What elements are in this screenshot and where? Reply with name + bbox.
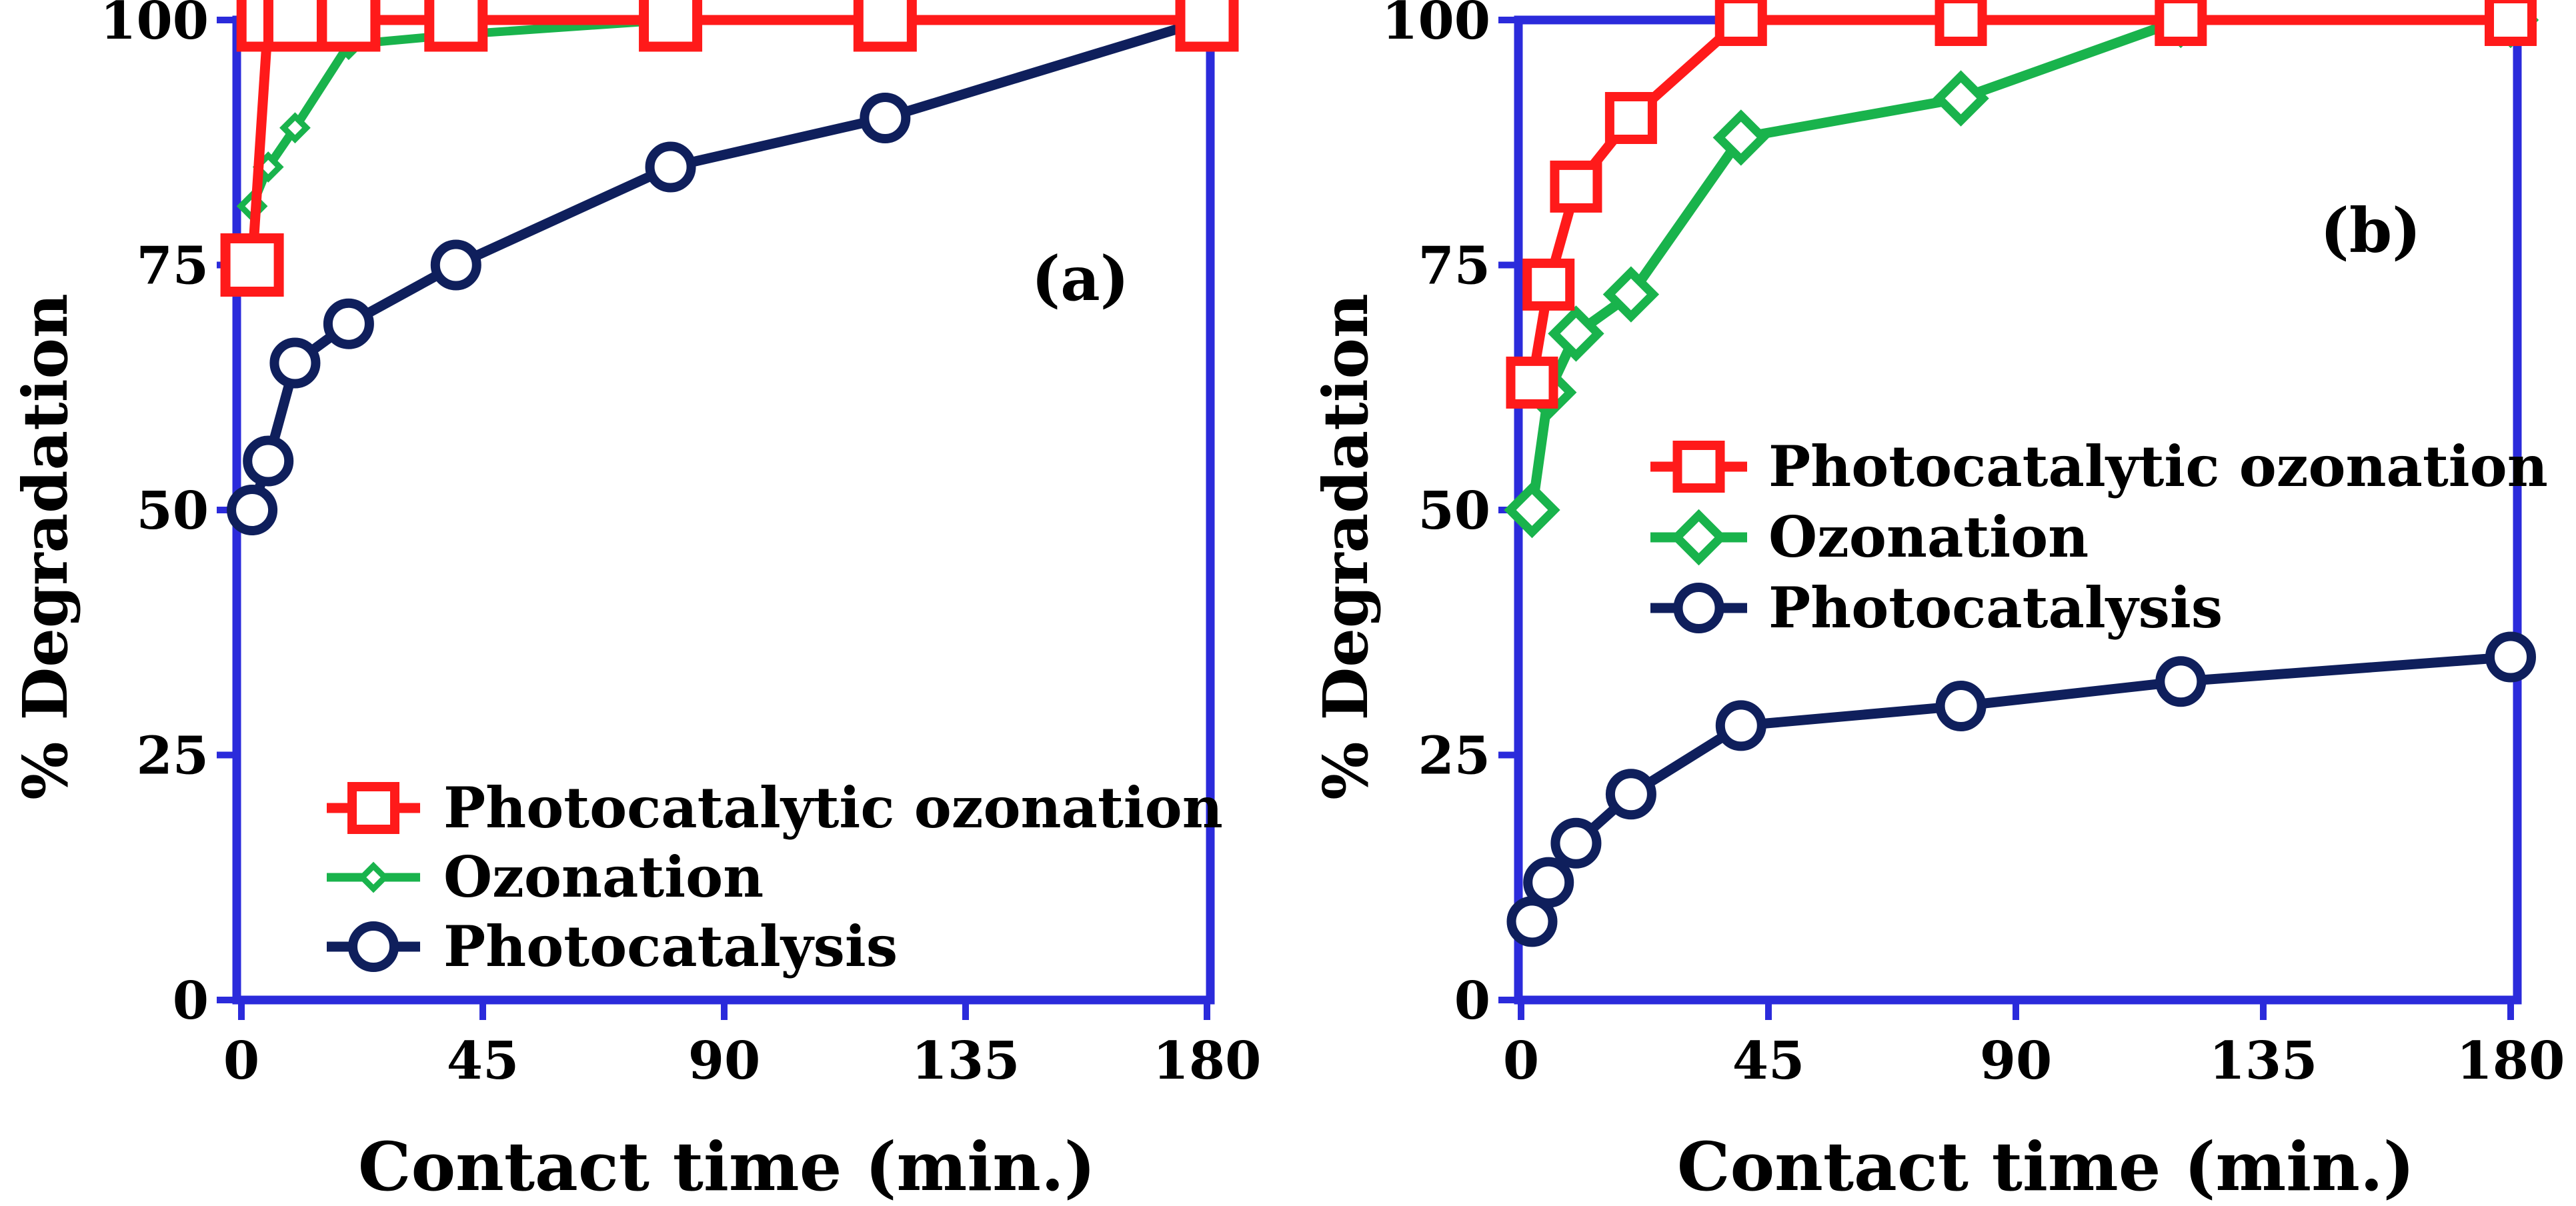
legend-marker [348,921,399,972]
panel-a-data-point [263,0,327,52]
legend-marker [357,861,389,893]
panel-a-x-tick-label: 0 [223,1031,259,1091]
panel-b-y-tick-label: 100 [1382,0,1490,51]
panel-a-x-tick-label: 135 [912,1031,1020,1091]
panel-b-data-point [1933,70,1989,127]
panel-b-label: (b) [2320,195,2421,267]
chart-panel-b: % Degradation Contact time (min.) (b) 0 2… [1310,0,2565,1206]
panel-b-data-point [1550,817,1602,869]
panel-b-y-tick-label: 25 [1418,726,1490,787]
legend-marker [1672,441,1725,493]
panel-b-data-point [1548,305,1604,362]
legend-label: Photocatalytic ozonation [443,775,1223,841]
panel-b-series-photocatalytic_ozonation [1506,0,2537,409]
panel-b-data-point [2485,0,2537,46]
panel-a-y-tick-label: 0 [173,971,209,1031]
panel-b-legend: Photocatalytic ozonationOzonationPhotoca… [1650,433,2548,641]
panel-b-data-point [1504,481,1560,539]
panel-b-data-point [1506,356,1558,409]
panel-b-y-tick-label: 50 [1418,481,1490,541]
panel-b-x-tick-label: 90 [1980,1031,2053,1091]
panel-a-data-point [227,485,278,535]
legend-marker [347,782,399,834]
legend-label: Photocatalysis [443,913,898,979]
chart-panel-a: % Degradation Contact time (min.) (a) 0 2… [9,0,1261,1206]
panel-b-data-point [1550,160,1602,213]
panel-a-legend: Photocatalytic ozonationOzonationPhotoca… [327,775,1223,979]
panel-a-data-point [853,0,917,52]
panel-b-data-point [1935,0,1987,46]
panel-b-data-point [2155,656,2207,707]
panel-b-data-point [1712,109,1769,166]
panel-b-data-point [1602,266,1660,323]
panel-b-data-point [1604,92,1657,144]
legend-label: Photocatalysis [1768,575,2223,641]
legend-label: Photocatalytic ozonation [1768,433,2548,499]
panel-a-x-axis-label: Contact time (min.) [358,1127,1096,1206]
panel-a-data-point [323,298,374,349]
panel-b-data-point [2485,631,2536,683]
panel-b-x-axis-label: Contact time (min.) [1677,1127,2415,1206]
panel-b-data-point [1935,681,1987,731]
panel-a-data-point [243,435,294,487]
panel-b-data-point [1522,258,1575,311]
panel-a-data-point [1175,0,1239,52]
panel-b-x-tick-label: 0 [1503,1031,1539,1091]
legend-label: Ozonation [1768,504,2089,570]
panel-a-data-point [317,0,381,52]
panel-b-data-point [2155,0,2207,46]
panel-a-y-tick-label: 25 [136,726,209,787]
panel-a-data-point [860,93,911,143]
panel-a-data-point [269,337,321,389]
legend-label: Ozonation [443,844,764,910]
panel-b-x-tick-label: 45 [1732,1031,1805,1091]
panel-b-data-point [1714,0,1767,46]
panel-b-x-tick-label: 180 [2457,1031,2565,1091]
panel-b-y-axis-label: % Degradation [1310,293,1382,800]
panel-a-y-axis-label: % Degradation [9,293,81,800]
legend-marker [1673,583,1724,633]
panel-b-data-point [1605,769,1656,820]
panel-a-data-point [424,0,488,52]
panel-a-series-photocatalytic_ozonation [220,0,1239,297]
panel-b-x-tick-label: 135 [2209,1031,2318,1091]
panel-b-y-tick-label: 0 [1454,971,1490,1031]
panel-a-data-point [430,239,481,291]
panel-b-data-point [1523,857,1574,908]
panel-a-y-tick-label: 75 [136,236,209,297]
panel-a-data-point [279,112,311,144]
legend-marker [1670,509,1727,566]
panel-a-data-point [639,0,703,52]
panel-a-label: (a) [1032,243,1130,315]
panel-a-data-point [220,233,284,297]
panel-a-x-tick-label: 45 [447,1031,519,1091]
panel-b-y-tick-label: 75 [1418,236,1490,297]
panel-b-data-point [1715,700,1766,751]
panel-a-y-tick-label: 100 [100,0,209,51]
panel-a-x-tick-label: 180 [1153,1031,1262,1091]
panel-a-y-tick-label: 50 [136,481,209,541]
panel-a-x-tick-label: 90 [688,1031,761,1091]
panel-b-series-photocatalysis [1506,631,2536,947]
panel-a-data-point [645,141,696,193]
